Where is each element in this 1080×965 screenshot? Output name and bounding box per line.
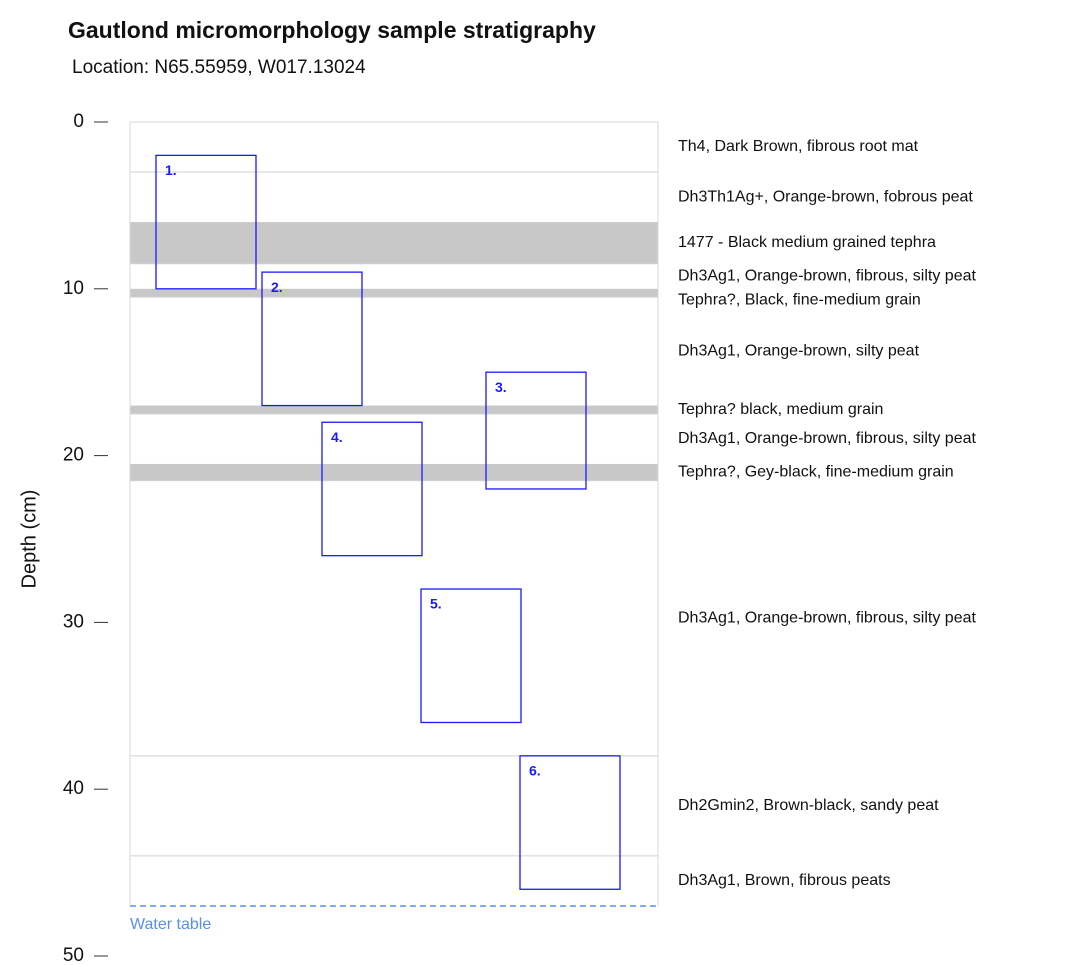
- y-tick-label: 50: [63, 945, 84, 965]
- layer-label: Tephra? black, medium grain: [678, 401, 883, 418]
- y-tick-label: 0: [73, 111, 84, 132]
- water-table-label: Water table: [130, 916, 211, 933]
- layer-label: Dh3Ag1, Orange-brown, silty peat: [678, 343, 920, 360]
- y-axis-label: Depth (cm): [18, 490, 40, 589]
- sample-label: 3.: [495, 379, 507, 395]
- layer-label: Dh3Ag1, Orange-brown, fibrous, silty pea…: [678, 268, 976, 285]
- sample-label: 5.: [430, 596, 442, 612]
- layer-label: Tephra?, Black, fine-medium grain: [678, 292, 921, 309]
- sample-label: 1.: [165, 162, 177, 178]
- layer-label: Dh2Gmin2, Brown-black, sandy peat: [678, 797, 939, 814]
- layer-label: Dh3Ag1, Orange-brown, fibrous, silty pea…: [678, 430, 976, 447]
- chart-subtitle: Location: N65.55959, W017.13024: [72, 57, 366, 78]
- layer-label: Th4, Dark Brown, fibrous root mat: [678, 138, 919, 155]
- sample-label: 4.: [331, 429, 343, 445]
- layer-label: 1477 - Black medium grained tephra: [678, 234, 936, 251]
- tephra-band: [130, 222, 658, 264]
- y-tick-label: 20: [63, 445, 84, 466]
- sample-box: [261, 271, 363, 407]
- sample-box: [485, 371, 587, 490]
- layer-label: Tephra?, Gey-black, fine-medium grain: [678, 463, 954, 480]
- y-tick-label: 10: [63, 278, 84, 299]
- y-tick-label: 40: [63, 778, 84, 799]
- chart-title: Gautlond micromorphology sample stratigr…: [68, 17, 596, 43]
- sample-box: [420, 588, 522, 724]
- sample-label: 6.: [529, 763, 541, 779]
- tephra-band: [130, 405, 658, 414]
- y-tick-label: 30: [63, 611, 84, 632]
- tephra-band: [130, 288, 658, 298]
- sample-label: 2.: [271, 279, 283, 295]
- layer-label: Dh3Ag1, Orange-brown, fibrous, silty pea…: [678, 609, 976, 626]
- tephra-band: [130, 463, 658, 481]
- sample-box: [519, 755, 621, 890]
- layer-label: Dh3Th1Ag+, Orange-brown, fobrous peat: [678, 188, 973, 205]
- layer-label: Dh3Ag1, Brown, fibrous peats: [678, 872, 891, 889]
- sample-box: [321, 421, 423, 557]
- sample-box: [155, 154, 257, 290]
